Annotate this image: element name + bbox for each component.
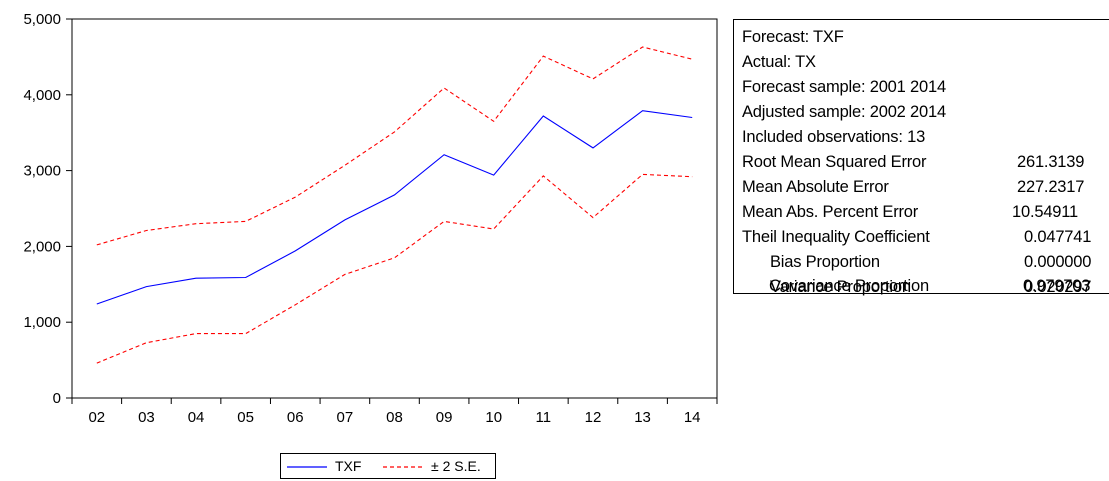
mae-label: Mean Absolute Error xyxy=(742,178,889,196)
series-line-upper-2se xyxy=(96,46,693,246)
forecast-sample: Forecast sample: 2001 2014 xyxy=(742,78,946,96)
covariance-proportion-label: Covariance Proportion xyxy=(769,277,929,295)
x-tick-label: 06 xyxy=(287,409,304,426)
y-tick-label: 2,000 xyxy=(23,238,61,255)
x-tick-label: 08 xyxy=(386,409,403,426)
legend-txf-label: TXF xyxy=(335,458,362,474)
x-tick-label: 07 xyxy=(337,409,354,426)
forecast-name: Forecast: TXF xyxy=(742,28,844,46)
x-tick-label: 11 xyxy=(536,409,552,426)
x-tick-label: 04 xyxy=(188,409,205,426)
variance-proportion-label: Variance Proportion xyxy=(770,278,911,296)
y-tick-label: 1,000 xyxy=(23,314,61,331)
series-line-lower-2se xyxy=(96,173,693,364)
covariance-proportion-value: 0.979703 xyxy=(1023,277,1091,295)
y-tick-label: 3,000 xyxy=(23,163,61,180)
y-tick-label: 0 xyxy=(53,390,61,407)
x-tick-label: 03 xyxy=(138,409,155,426)
legend-se-label: ± 2 S.E. xyxy=(431,458,481,474)
x-tick-label: 05 xyxy=(237,409,254,426)
mape-label: Mean Abs. Percent Error xyxy=(742,203,919,221)
mape-value: 10.54911 xyxy=(1012,203,1078,221)
adjusted-sample: Adjusted sample: 2002 2014 xyxy=(742,103,946,121)
included-observations: Included observations: 13 xyxy=(742,128,926,146)
chart-legend: TXF ± 2 S.E. xyxy=(280,453,496,479)
mae-value: 227.2317 xyxy=(1017,178,1085,196)
forecast-chart: 0 1,000 2,000 3,000 4,000 5,000 02 03 04 05 06 07 08… xyxy=(23,11,718,426)
x-tick-label: 02 xyxy=(88,409,105,426)
variance-proportion-value: 0.020297 xyxy=(1024,278,1092,296)
rmse-label: Root Mean Squared Error xyxy=(742,153,927,171)
bias-proportion-value: 0.000000 xyxy=(1024,253,1092,271)
forecast-statistics-box: Forecast: TXF Actual: TX Forecast sample… xyxy=(733,19,1109,296)
actual-name: Actual: TX xyxy=(742,53,816,71)
y-tick-label: 5,000 xyxy=(23,11,61,28)
x-tick-label: 13 xyxy=(634,409,651,426)
x-tick-label: 14 xyxy=(684,409,701,426)
legend-txf-swatch xyxy=(287,466,327,468)
theil-value: 0.047741 xyxy=(1024,228,1092,246)
series-line-txf xyxy=(96,110,693,305)
plot-frame xyxy=(71,18,718,399)
legend-se-swatch xyxy=(383,466,423,468)
rmse-value: 261.3139 xyxy=(1017,153,1085,171)
x-tick-label: 12 xyxy=(585,409,602,426)
bias-proportion-label: Bias Proportion xyxy=(770,253,880,271)
x-tick-label: 10 xyxy=(485,409,502,426)
y-tick-label: 4,000 xyxy=(23,87,61,104)
theil-label: Theil Inequality Coefficient xyxy=(742,228,930,246)
x-tick-label: 09 xyxy=(436,409,453,426)
